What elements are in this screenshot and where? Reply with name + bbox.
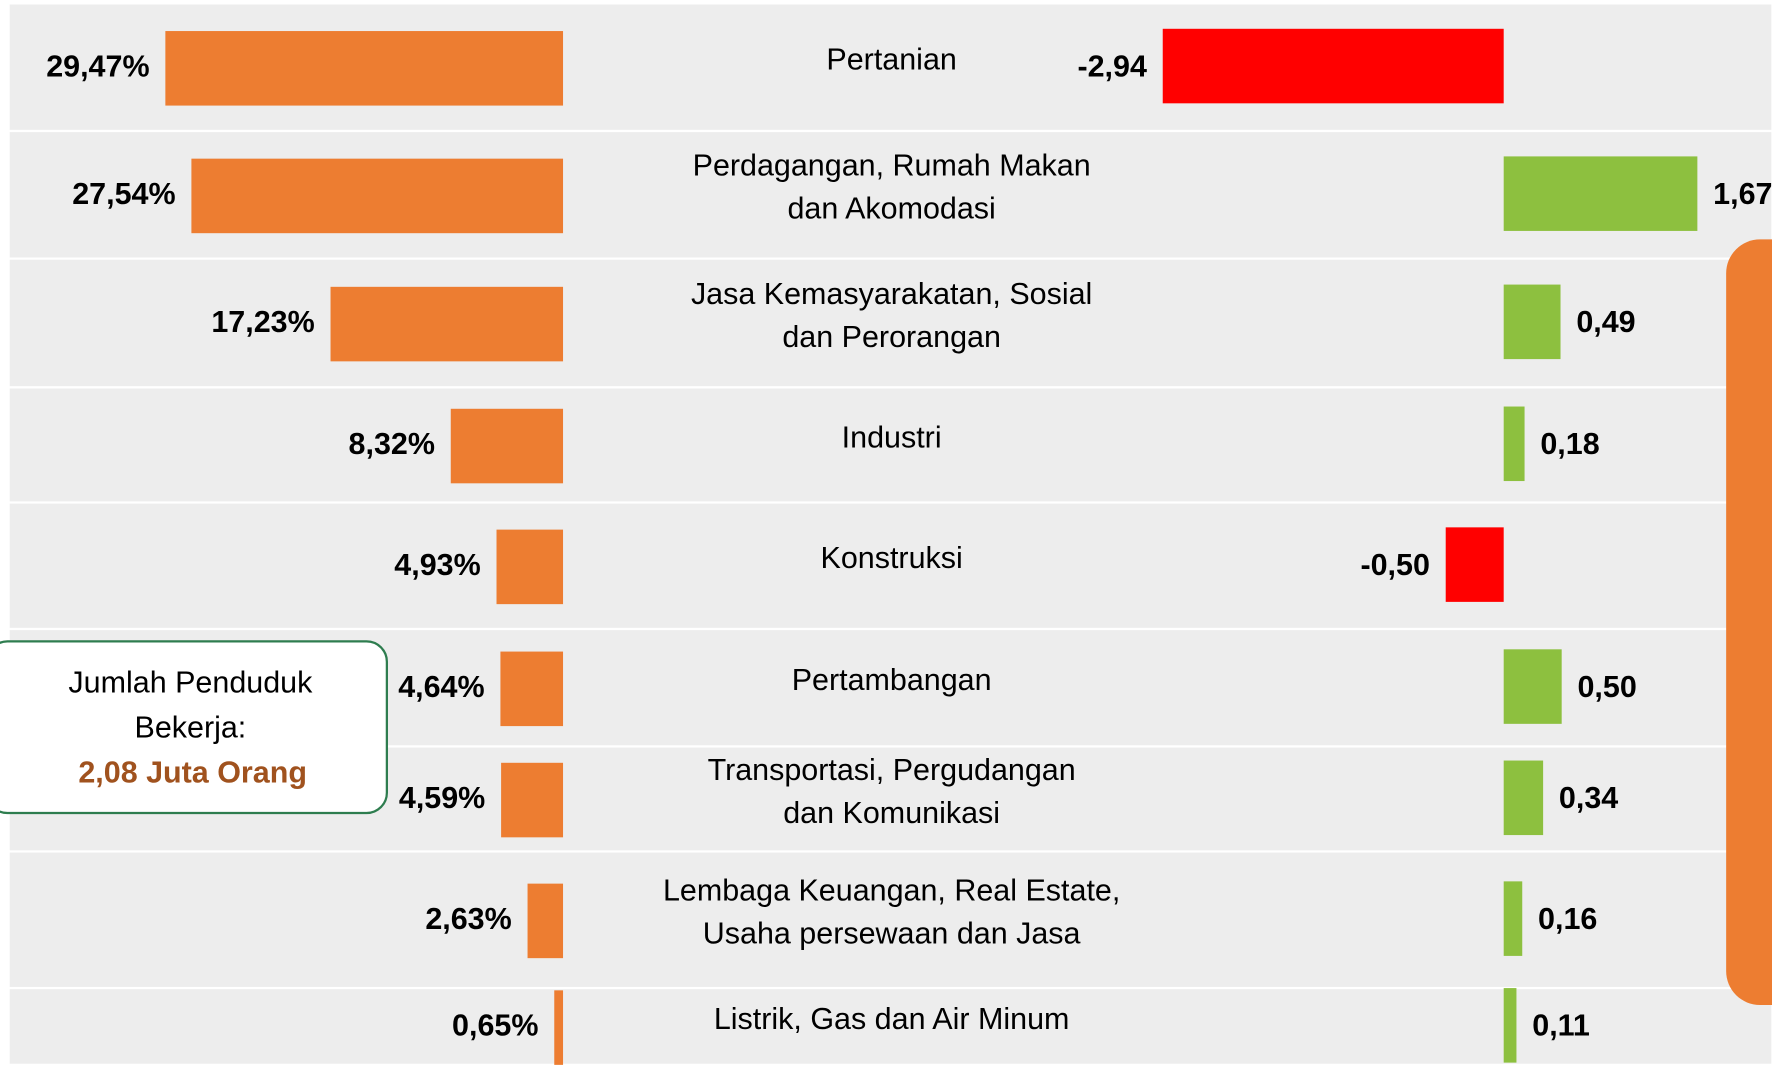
category-label: Transportasi, Pergudangan xyxy=(708,753,1076,787)
share-bar xyxy=(500,651,564,727)
change-bar xyxy=(1503,284,1561,360)
share-bar xyxy=(330,286,564,362)
category-label: dan Komunikasi xyxy=(783,796,1000,830)
change-bar xyxy=(1503,156,1698,231)
share-label: 17,23% xyxy=(211,305,314,339)
share-label: 4,59% xyxy=(399,781,485,815)
change-bar xyxy=(1503,406,1525,482)
side-panel xyxy=(1726,239,1772,1006)
category-label: Industri xyxy=(842,420,942,454)
change-bar xyxy=(1162,28,1504,104)
change-label: 0,34 xyxy=(1559,781,1618,815)
change-bar xyxy=(1503,881,1523,956)
row-background xyxy=(9,852,1772,987)
share-label: 2,63% xyxy=(425,902,511,936)
row-background xyxy=(9,388,1772,502)
category-label: Usaha persewaan dan Jasa xyxy=(703,917,1081,951)
share-label: 4,64% xyxy=(398,670,484,704)
row-background xyxy=(9,989,1772,1064)
share-bar xyxy=(450,408,564,484)
row-background xyxy=(9,259,1772,387)
share-label: 4,93% xyxy=(394,548,480,582)
share-bar xyxy=(554,990,564,1065)
share-bar xyxy=(191,158,564,234)
change-bar xyxy=(1503,988,1517,1063)
change-label: -0,50 xyxy=(1360,548,1429,582)
category-label: Pertambangan xyxy=(792,663,992,697)
change-bar xyxy=(1445,527,1504,602)
share-bar xyxy=(527,883,564,959)
change-label: 1,67 xyxy=(1713,177,1772,211)
category-label: Pertanian xyxy=(826,43,956,77)
change-bar xyxy=(1503,760,1544,836)
change-label: 0,11 xyxy=(1532,1009,1590,1043)
share-bar xyxy=(496,529,564,605)
share-label: 27,54% xyxy=(72,177,175,211)
category-label: Lembaga Keuangan, Real Estate, xyxy=(663,874,1120,908)
share-label: 0,65% xyxy=(452,1009,538,1043)
category-label: dan Perorangan xyxy=(782,320,1001,354)
share-bar xyxy=(501,762,564,838)
change-label: 0,50 xyxy=(1577,670,1636,704)
category-label: Jasa Kemasyarakatan, Sosial xyxy=(691,277,1092,311)
category-label: dan Akomodasi xyxy=(787,192,995,226)
share-label: 29,47% xyxy=(46,49,149,83)
category-label: Listrik, Gas dan Air Minum xyxy=(714,1002,1070,1036)
change-label: 0,16 xyxy=(1538,902,1597,936)
share-label: 8,32% xyxy=(349,427,435,461)
annotation-text: Jumlah Penduduk xyxy=(68,665,313,699)
change-label: 0,49 xyxy=(1576,305,1635,339)
annotation-box xyxy=(0,640,389,815)
change-label: -2,94 xyxy=(1077,49,1147,83)
change-bar xyxy=(1503,649,1562,724)
share-bar xyxy=(165,31,564,106)
category-label: Perdagangan, Rumah Makan xyxy=(693,149,1091,183)
change-label: 0,18 xyxy=(1540,427,1599,461)
annotation-text: Bekerja: xyxy=(134,711,246,745)
annotation-highlight: 2,08 Juta Orang xyxy=(78,756,307,790)
category-label: Konstruksi xyxy=(821,541,963,575)
